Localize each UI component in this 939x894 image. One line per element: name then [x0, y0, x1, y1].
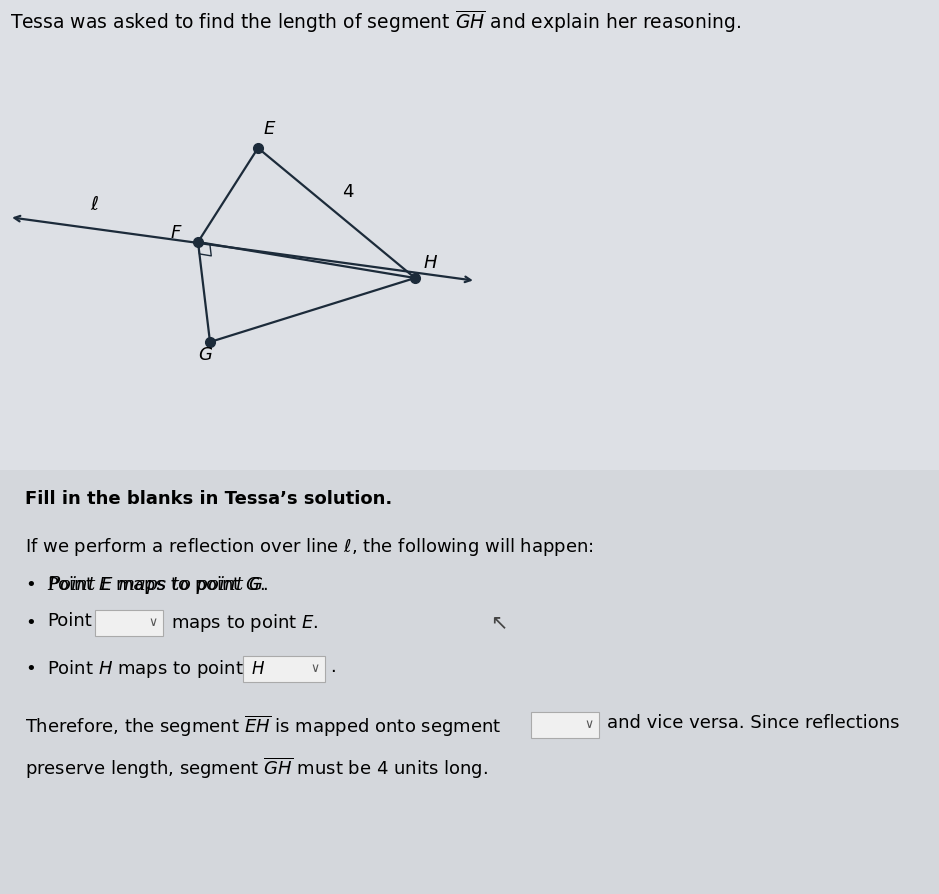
Text: $F$: $F$: [170, 224, 182, 242]
Text: $E$: $E$: [263, 120, 276, 138]
Text: 4: 4: [342, 183, 354, 201]
Text: maps to point $E.$: maps to point $E.$: [171, 612, 318, 634]
Text: $G$: $G$: [198, 346, 213, 364]
Text: Point $E$ maps to point $G.$: Point $E$ maps to point $G.$: [47, 574, 268, 596]
Text: $H$: $H$: [423, 254, 439, 272]
FancyBboxPatch shape: [531, 712, 599, 738]
FancyBboxPatch shape: [243, 656, 325, 682]
Text: ↖: ↖: [490, 612, 507, 632]
FancyBboxPatch shape: [0, 0, 939, 470]
Text: ∨: ∨: [148, 617, 158, 629]
Text: Tessa was asked to find the length of segment $\overline{GH}$ and explain her re: Tessa was asked to find the length of se…: [10, 8, 741, 35]
Text: Point: Point: [47, 612, 92, 630]
Text: $\ell$: $\ell$: [90, 195, 100, 214]
Text: •: •: [25, 614, 36, 632]
Text: •: •: [25, 576, 36, 594]
Text: Point $H$ maps to point: Point $H$ maps to point: [47, 658, 243, 680]
Text: ∨: ∨: [584, 719, 593, 731]
Text: preserve length, segment $\overline{GH}$ must be 4 units long.: preserve length, segment $\overline{GH}$…: [25, 756, 488, 781]
Text: If we perform a reflection over line $\ell$, the following will happen:: If we perform a reflection over line $\e…: [25, 536, 593, 558]
Text: $H$: $H$: [251, 661, 265, 678]
Text: •: •: [25, 660, 36, 678]
FancyBboxPatch shape: [95, 610, 163, 636]
Text: Point $E$ maps to point $G.$: Point $E$ maps to point $G.$: [47, 574, 266, 596]
Text: Therefore, the segment $\overline{EH}$ is mapped onto segment: Therefore, the segment $\overline{EH}$ i…: [25, 714, 501, 739]
Text: Fill in the blanks in Tessa’s solution.: Fill in the blanks in Tessa’s solution.: [25, 490, 393, 508]
Text: ∨: ∨: [311, 662, 319, 676]
Text: .: .: [330, 658, 336, 676]
Text: and vice versa. Since reflections: and vice versa. Since reflections: [607, 714, 900, 732]
